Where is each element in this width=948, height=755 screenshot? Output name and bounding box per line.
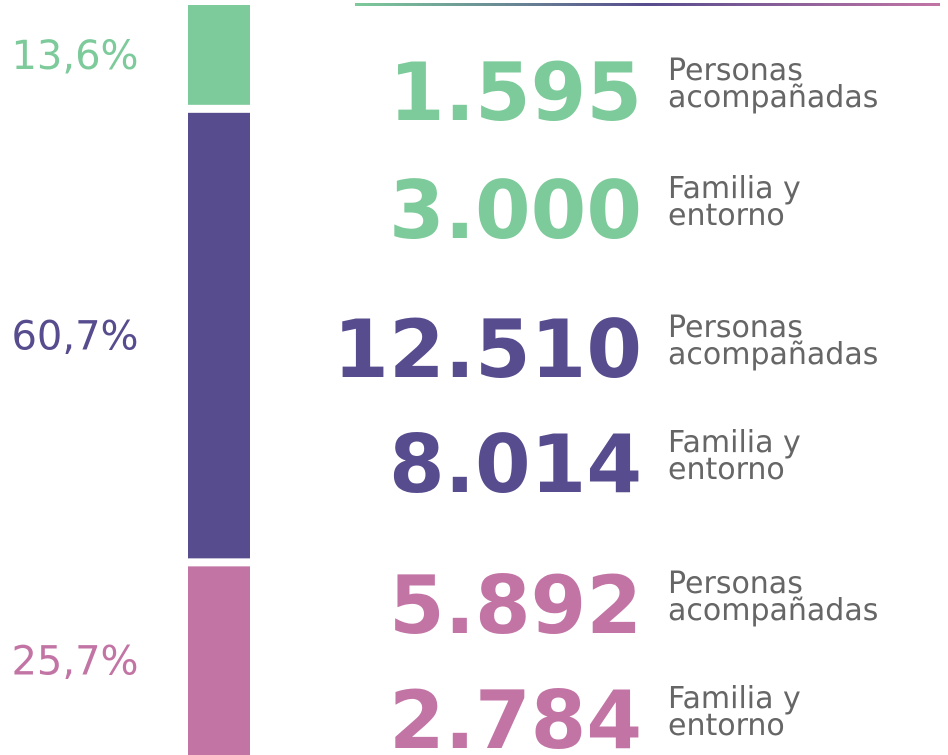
figure-label: Personas: [668, 310, 803, 345]
figure-label: entorno: [668, 198, 785, 233]
top-rule: [355, 3, 940, 6]
figure-label: entorno: [668, 452, 785, 487]
figure-number: 1.595: [389, 46, 642, 139]
percent-label: 13,6%: [11, 33, 138, 79]
figure-label: Familia y: [668, 425, 801, 460]
figure-number: 3.000: [389, 164, 642, 257]
figure-label: acompañadas: [668, 80, 878, 115]
figure-label: Familia y: [668, 171, 801, 206]
figure-label: Familia y: [668, 681, 801, 716]
bar-segment: [188, 112, 250, 559]
figure-label: Personas: [668, 53, 803, 88]
figure-label: entorno: [668, 708, 785, 743]
figure-number: 2.784: [389, 674, 642, 755]
figure-label: Personas: [668, 566, 803, 601]
percent-label: 25,7%: [11, 639, 138, 685]
figure-number: 5.892: [389, 559, 642, 652]
figure-label: acompañadas: [668, 337, 878, 372]
figure-number: 8.014: [389, 418, 642, 511]
figure-label: acompañadas: [668, 593, 878, 628]
bar-segment: [188, 5, 250, 105]
figure-number: 12.510: [333, 303, 642, 396]
bar-segment: [188, 566, 250, 755]
percent-label: 60,7%: [11, 314, 138, 360]
